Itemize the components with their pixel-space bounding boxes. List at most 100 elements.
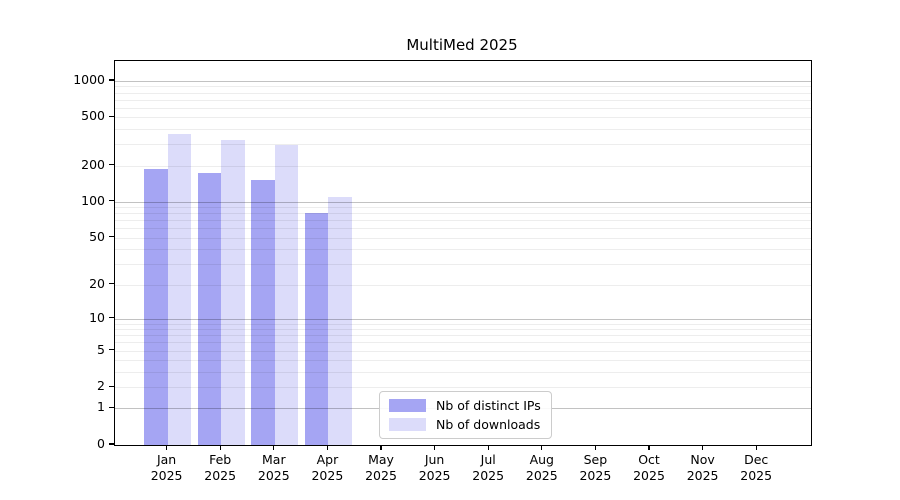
y-tick-label: 1: [97, 399, 105, 415]
legend-item: Nb of distinct IPs: [389, 398, 541, 413]
major-gridline: [115, 318, 811, 320]
minor-gridline: [115, 323, 811, 325]
minor-gridline: [115, 207, 811, 209]
x-tick-month: Dec: [744, 452, 769, 467]
plot-area: [114, 60, 812, 446]
x-tick-label: Aug 2025: [512, 452, 572, 484]
y-tick-mark: [109, 163, 114, 166]
x-tick-year: 2025: [257, 468, 290, 483]
y-tick-mark: [109, 236, 114, 238]
y-tick-label: 2: [97, 378, 105, 394]
legend-item: Nb of downloads: [389, 417, 541, 432]
x-tick-mark: [434, 445, 436, 451]
x-tick-mark: [702, 445, 704, 451]
x-tick-label: Sep 2025: [565, 452, 625, 484]
x-tick-year: 2025: [525, 468, 558, 483]
x-tick-mark: [380, 445, 382, 451]
minor-gridline: [115, 350, 811, 352]
x-tick-year: 2025: [740, 468, 773, 483]
legend: Nb of distinct IPs Nb of downloads: [379, 391, 552, 439]
x-tick-label: Dec 2025: [726, 452, 786, 484]
y-tick-mark: [109, 348, 114, 351]
minor-gridline: [115, 360, 811, 362]
x-tick-label: Jun 2025: [405, 452, 465, 484]
bar-distinct-ips: [144, 169, 168, 445]
major-gridline: [115, 201, 811, 203]
x-tick-label: Jan 2025: [137, 452, 197, 484]
x-tick-mark: [755, 445, 757, 451]
bar-downloads: [221, 139, 245, 445]
x-tick-month: Nov: [690, 452, 715, 467]
y-tick-label: 0: [97, 436, 105, 451]
x-tick-month: Aug: [529, 452, 554, 467]
y-tick-label: 1000: [73, 71, 105, 87]
x-tick-label: Oct 2025: [619, 452, 679, 484]
y-tick-mark: [109, 317, 114, 319]
x-tick-label: Feb 2025: [190, 452, 250, 484]
legend-swatch: [389, 418, 426, 431]
x-tick-year: 2025: [686, 468, 719, 483]
minor-gridline: [115, 335, 811, 337]
minor-gridline: [115, 99, 811, 101]
minor-gridline: [115, 228, 811, 230]
bar-downloads: [167, 134, 192, 445]
x-tick-label: Mar 2025: [244, 452, 304, 484]
minor-gridline: [115, 264, 811, 266]
legend-label: Nb of downloads: [436, 417, 541, 432]
x-tick-year: 2025: [150, 468, 183, 483]
bar-distinct-ips: [197, 172, 222, 445]
x-tick-year: 2025: [204, 468, 237, 483]
x-tick-year: 2025: [472, 468, 505, 483]
x-tick-label: Nov 2025: [673, 452, 733, 484]
x-tick-year: 2025: [633, 468, 665, 483]
minor-gridline: [115, 342, 811, 344]
x-tick-label: Jul 2025: [458, 452, 518, 484]
minor-gridline: [115, 329, 811, 331]
major-gridline: [115, 80, 811, 82]
y-tick-label: 10: [89, 309, 105, 325]
legend-swatch: [389, 399, 426, 412]
minor-gridline: [115, 284, 811, 286]
x-tick-mark: [273, 445, 275, 451]
y-tick-label: 50: [89, 228, 105, 244]
y-tick-label: 200: [81, 156, 105, 172]
y-tick-mark: [109, 443, 114, 445]
x-tick-month: Jan: [156, 452, 177, 467]
minor-gridline: [115, 237, 811, 239]
minor-gridline: [115, 220, 811, 222]
y-tick-label: 20: [89, 275, 105, 291]
x-tick-month: Oct: [638, 452, 660, 467]
minor-gridline: [115, 92, 811, 94]
y-tick-label: 500: [81, 108, 105, 124]
x-tick-mark: [541, 445, 543, 451]
minor-gridline: [115, 86, 811, 88]
bar-distinct-ips: [251, 179, 275, 445]
x-tick-mark: [487, 445, 489, 451]
x-tick-month: Sep: [583, 452, 608, 467]
x-tick-mark: [326, 445, 328, 451]
y-tick-mark: [109, 200, 114, 202]
x-tick-year: 2025: [418, 468, 451, 483]
x-tick-month: Jul: [480, 452, 496, 467]
minor-gridline: [115, 213, 811, 215]
y-tick-mark: [109, 406, 114, 409]
x-tick-mark: [219, 445, 221, 451]
minor-gridline: [115, 165, 811, 167]
y-tick-mark: [109, 79, 114, 81]
bar-downloads: [328, 196, 352, 445]
x-tick-month: May: [368, 452, 394, 467]
legend-label: Nb of distinct IPs: [436, 398, 541, 413]
minor-gridline: [115, 387, 811, 389]
x-tick-month: Jun: [424, 452, 445, 467]
x-tick-month: Feb: [209, 452, 232, 467]
x-tick-year: 2025: [579, 468, 612, 483]
y-tick-label: 5: [97, 341, 105, 357]
y-tick-label: 100: [81, 192, 105, 208]
minor-gridline: [115, 107, 811, 109]
x-tick-mark: [594, 445, 596, 451]
y-tick-mark: [109, 282, 114, 285]
x-tick-label: Apr 2025: [297, 452, 357, 484]
x-tick-mark: [166, 445, 168, 451]
x-tick-year: 2025: [311, 468, 344, 483]
